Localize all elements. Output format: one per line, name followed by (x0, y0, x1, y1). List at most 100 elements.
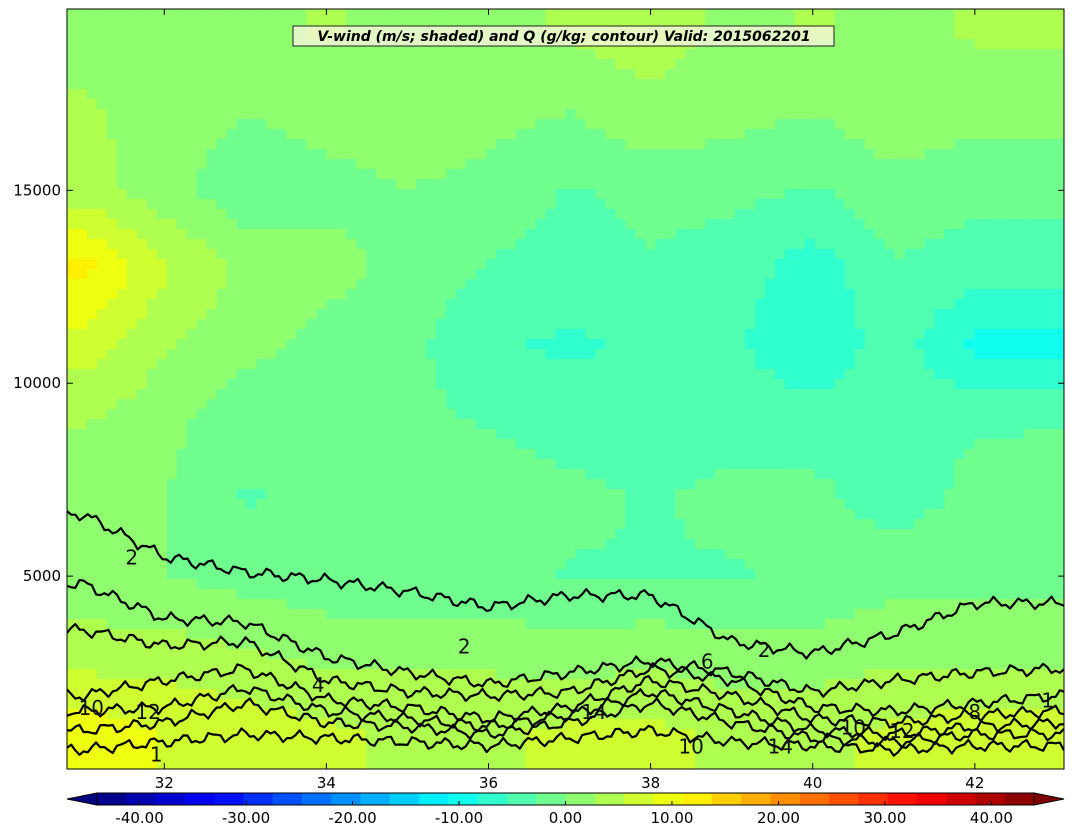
heat-cell (495, 209, 507, 220)
heat-cell (1014, 249, 1025, 260)
heat-cell (575, 249, 587, 260)
heat-cell (964, 229, 975, 240)
heat-cell (705, 259, 716, 270)
heat-cell (396, 189, 407, 200)
heat-cell (974, 149, 985, 160)
heat-cell (705, 139, 716, 150)
heat-cell (96, 409, 108, 420)
heat-cell (376, 469, 387, 480)
heat-cell (286, 349, 297, 360)
heat-cell (176, 229, 188, 240)
heat-cell (186, 219, 198, 230)
heat-cell (246, 479, 258, 490)
heat-cell (984, 119, 995, 130)
heat-cell (944, 329, 955, 340)
heat-cell (675, 279, 686, 290)
heat-cell (455, 259, 467, 270)
heat-cell (306, 149, 317, 160)
heat-cell (415, 229, 427, 240)
heat-cell (784, 479, 796, 490)
heat-cell (386, 409, 397, 420)
heat-cell (116, 39, 128, 50)
heat-cell (236, 229, 248, 240)
heat-cell (575, 319, 587, 330)
heat-cell (1024, 329, 1035, 340)
heat-cell (326, 359, 337, 370)
heat-cell (246, 239, 258, 250)
heat-cell (595, 129, 606, 140)
heat-cell (625, 69, 636, 80)
heat-cell (336, 339, 347, 350)
heat-cell (266, 309, 277, 320)
heat-cell (645, 459, 656, 470)
heat-cell (605, 499, 616, 510)
heat-cell (864, 179, 876, 190)
heat-cell (306, 199, 317, 210)
heat-cell (126, 39, 138, 50)
heat-cell (206, 489, 218, 500)
heat-cell (834, 289, 846, 300)
heat-cell (804, 309, 816, 320)
heat-cell (226, 69, 238, 80)
heat-cell (904, 99, 916, 110)
heat-cell (445, 419, 457, 430)
heat-cell (744, 409, 756, 420)
heat-cell (575, 369, 587, 380)
heat-cell (296, 249, 307, 260)
heat-cell (924, 29, 935, 40)
heat-cell (615, 469, 626, 480)
heat-cell (136, 39, 148, 50)
heat-cell (386, 419, 397, 430)
heat-cell (1004, 169, 1015, 180)
heat-cell (495, 329, 507, 340)
heat-cell (884, 99, 896, 110)
heat-cell (804, 389, 816, 400)
heat-cell (266, 69, 277, 80)
heat-cell (635, 149, 646, 160)
heat-cell (435, 199, 447, 210)
heat-cell (764, 99, 776, 110)
heat-cell (744, 69, 756, 80)
heat-cell (246, 369, 258, 380)
heat-cell (206, 299, 218, 310)
heat-cell (246, 499, 258, 510)
heat-cell (346, 449, 357, 460)
heat-cell (425, 389, 437, 400)
heat-cell (655, 49, 666, 60)
heat-cell (405, 359, 417, 370)
heat-cell (804, 479, 816, 490)
heat-cell (326, 439, 337, 450)
heat-cell (246, 99, 258, 110)
heat-cell (67, 149, 78, 160)
heat-cell (356, 99, 367, 110)
heat-cell (864, 299, 876, 310)
heat-cell (425, 159, 437, 170)
heat-cell (76, 159, 88, 170)
heat-cell (356, 349, 367, 360)
heat-cell (366, 459, 377, 470)
heat-cell (405, 9, 417, 20)
heat-cell (555, 329, 567, 340)
heat-cell (974, 69, 985, 80)
heat-cell (226, 129, 238, 140)
heat-cell (864, 159, 876, 170)
heat-cell (455, 319, 467, 330)
heat-cell (804, 259, 816, 270)
heat-cell (535, 339, 547, 350)
heat-cell (914, 439, 926, 450)
heat-cell (1004, 39, 1015, 50)
heat-cell (715, 349, 726, 360)
heat-cell (854, 89, 866, 100)
heat-cell (535, 259, 547, 270)
heat-cell (136, 329, 148, 340)
heat-cell (994, 39, 1005, 50)
heat-cell (565, 369, 577, 380)
heat-cell (964, 109, 975, 120)
heat-cell (116, 219, 128, 230)
heat-cell (465, 329, 477, 340)
heat-cell (67, 239, 78, 250)
heat-cell (1054, 149, 1064, 160)
heat-cell (734, 199, 746, 210)
heat-cell (405, 239, 417, 250)
heat-cell (814, 19, 826, 30)
